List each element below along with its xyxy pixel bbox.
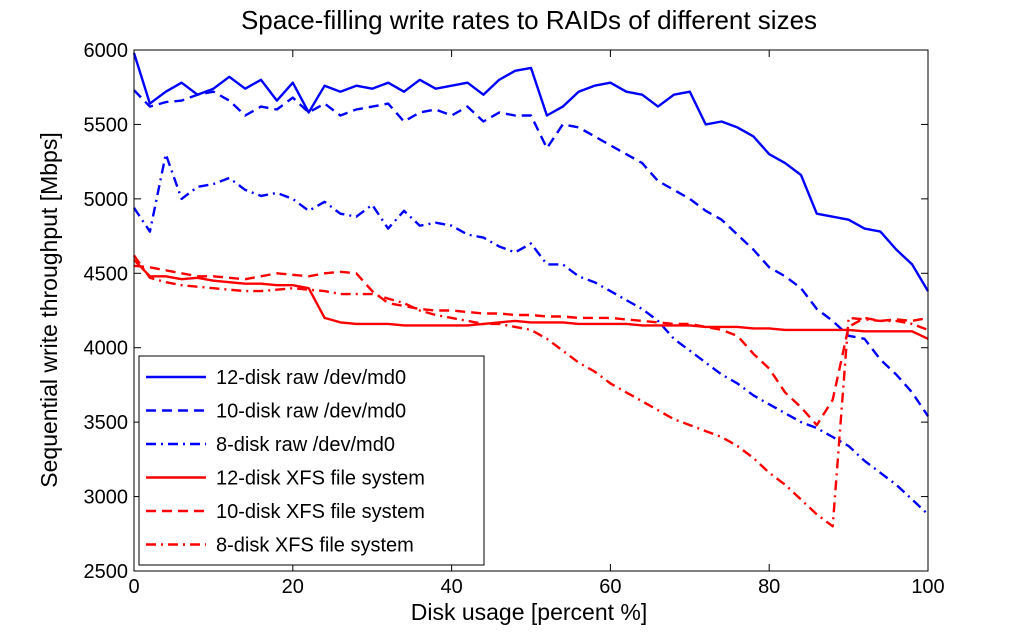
- chart-title: Space-filling write rates to RAIDs of di…: [241, 5, 817, 35]
- y-tick-label: 5000: [84, 189, 129, 211]
- legend-label-2: 10-disk raw /dev/md0: [216, 401, 406, 423]
- y-tick-label: 5500: [84, 114, 129, 136]
- x-tick-label: 100: [911, 576, 944, 598]
- x-tick-label: 20: [282, 576, 304, 598]
- plot-lines: [132, 52, 930, 528]
- legend-label-5: 10-disk XFS file system: [216, 501, 425, 523]
- legend-label-6: 8-disk XFS file system: [216, 535, 414, 557]
- y-tick-label: 6000: [84, 40, 129, 62]
- legend-label-3: 8-disk raw /dev/md0: [216, 434, 395, 456]
- x-tick-label: 0: [128, 576, 139, 598]
- series-line-2: [133, 89, 929, 417]
- y-axis: 2500 3000 3500 4000 4500 5000 5500 6000: [84, 40, 928, 583]
- series-line-5: [133, 264, 929, 427]
- y-tick-label: 2500: [84, 561, 129, 583]
- y-tick-label: 4000: [84, 338, 129, 360]
- plot-frame: [133, 49, 929, 572]
- series-line-6: [133, 254, 929, 528]
- legend: 12-disk raw /dev/md0 10-disk raw /dev/md0…: [138, 355, 485, 566]
- series-line-1: [132, 52, 930, 292]
- y-tick-label: 3500: [84, 412, 129, 434]
- x-tick-label: 60: [599, 576, 621, 598]
- y-tick-label: 3000: [84, 487, 129, 509]
- series-line-3: [133, 153, 929, 516]
- y-axis-label: Sequential write throughput [Mbps]: [36, 132, 62, 487]
- legend-label-1: 12-disk raw /dev/md0: [216, 367, 406, 389]
- series-line-4: [133, 259, 929, 340]
- x-tick-label: 40: [440, 576, 462, 598]
- x-tick-label: 80: [758, 576, 780, 598]
- y-tick-label: 4500: [84, 263, 129, 285]
- x-axis-label: Disk usage [percent %]: [411, 599, 648, 625]
- legend-label-4: 12-disk XFS file system: [216, 468, 425, 490]
- legend-box: [138, 355, 485, 566]
